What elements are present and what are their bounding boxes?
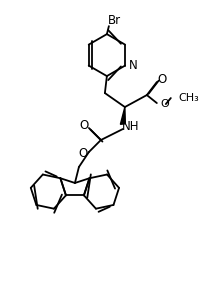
Text: N: N bbox=[128, 59, 137, 72]
Text: NH: NH bbox=[122, 120, 139, 132]
Text: O: O bbox=[156, 73, 166, 86]
Polygon shape bbox=[120, 107, 125, 124]
Text: O: O bbox=[78, 147, 87, 161]
Text: O: O bbox=[160, 99, 169, 109]
Text: Br: Br bbox=[108, 14, 121, 27]
Text: O: O bbox=[79, 118, 88, 132]
Text: CH₃: CH₃ bbox=[178, 93, 198, 103]
